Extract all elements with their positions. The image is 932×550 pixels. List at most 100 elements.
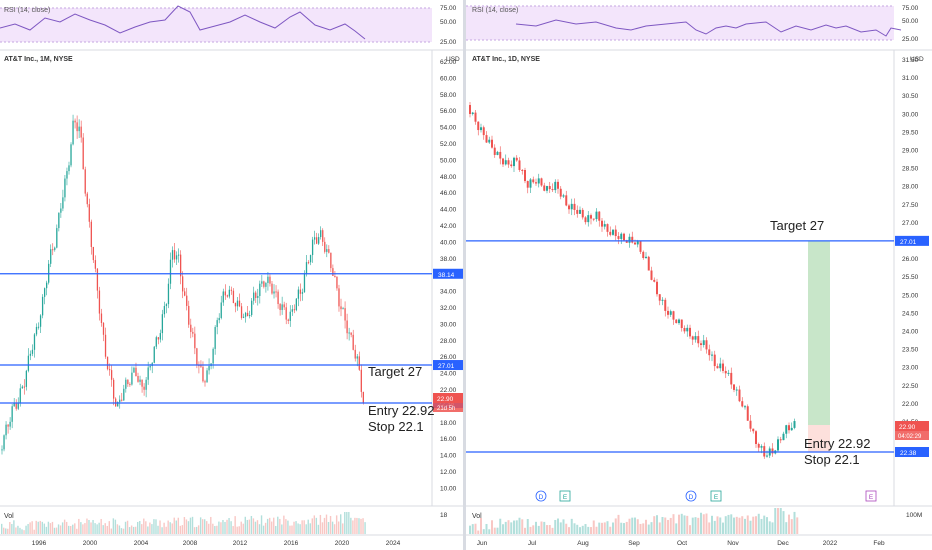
daily-chart-pane[interactable]: RSI (14, close) 75.00 50.00 25.00 AT&T I… (466, 0, 932, 550)
candle-body (719, 363, 722, 369)
candle-body (285, 307, 287, 320)
level-badge (433, 360, 463, 371)
volume-bar (713, 520, 716, 534)
candle-body (165, 304, 168, 307)
candle-body (488, 139, 491, 143)
volume-bar (76, 528, 78, 534)
candle-body (360, 369, 362, 392)
time-tick: Aug (577, 540, 589, 547)
candle-body (23, 386, 25, 388)
candle-body (307, 262, 310, 264)
volume-bar (313, 515, 316, 534)
candle-body (656, 281, 658, 295)
volume-bar (9, 522, 11, 534)
candle-body (62, 197, 64, 209)
volume-bar (603, 522, 606, 534)
rsi-tick-25: 25.00 (902, 36, 919, 43)
candle-body (100, 313, 103, 323)
volume-bar (15, 527, 17, 534)
volume-bar (507, 520, 510, 534)
candle-body (708, 349, 711, 356)
candle-body (222, 291, 224, 303)
candle-body (562, 195, 565, 197)
candle-body (295, 298, 297, 311)
dividend-marker[interactable] (685, 490, 697, 502)
volume-bar (147, 526, 149, 534)
candle-body (5, 424, 7, 436)
candle-body (145, 379, 147, 390)
candle-body (760, 446, 763, 448)
volume-bar (774, 508, 777, 534)
candle-body (639, 241, 642, 252)
annotation-stop: Stop 22.1 (368, 419, 424, 434)
level-lines[interactable]: 27.01 22.38 (466, 235, 929, 457)
volume-bar (33, 529, 35, 534)
price-tick: 27.00 (902, 220, 919, 227)
volume-bar (39, 520, 41, 534)
price-tick: 54.00 (440, 125, 457, 132)
volume-bar (724, 516, 727, 534)
volume-bar (606, 521, 609, 534)
volume-bar (270, 521, 273, 534)
earnings-marker[interactable] (710, 490, 722, 502)
volume-bar (165, 526, 167, 534)
price-tick: 26.00 (440, 354, 457, 361)
level-badge (895, 235, 929, 246)
candle-body (338, 288, 340, 307)
volume-bar (151, 524, 153, 534)
candle-body (104, 334, 107, 357)
time-tick: 2024 (386, 540, 401, 547)
volume-bar (573, 523, 576, 534)
volume-bar (189, 517, 192, 534)
candle-body (230, 289, 233, 291)
candle-body (98, 290, 101, 314)
volume-bar (143, 518, 145, 534)
annotation-stop: Stop 22.1 (804, 452, 860, 467)
last-price-badge (433, 393, 463, 403)
volume-bar (84, 523, 86, 534)
volume-bar (735, 516, 738, 534)
candle-body (647, 256, 650, 271)
volume-bar (779, 508, 782, 534)
volume-bar (258, 524, 261, 534)
time-tick: Sep (628, 540, 640, 547)
candle-body (253, 292, 255, 301)
pane-divider[interactable] (463, 0, 466, 550)
volume-bar (554, 519, 557, 534)
daily-chart-canvas[interactable]: RSI (14, close) 75.00 50.00 25.00 AT&T I… (466, 0, 932, 550)
monthly-chart-canvas[interactable]: RSI (14, close) 75.00 50.00 25.00 AT&T I… (0, 0, 463, 550)
price-tick: 40.00 (440, 239, 457, 246)
price-tick: 42.00 (440, 223, 457, 230)
candle-body (50, 249, 52, 264)
candle-body (358, 356, 360, 370)
volume-bar (175, 520, 177, 534)
countdown-label: 21d 5h (437, 406, 455, 412)
volume-bar (260, 515, 263, 534)
volume-bar (155, 519, 157, 534)
dividend-marker[interactable] (535, 490, 547, 502)
candle-body (68, 165, 70, 172)
earnings-marker[interactable] (865, 490, 877, 502)
volume-bar (647, 524, 650, 534)
monthly-chart-pane[interactable]: RSI (14, close) 75.00 50.00 25.00 AT&T I… (0, 0, 466, 550)
volume-bar (177, 517, 180, 534)
candle-body (716, 366, 719, 369)
price-tick: 25.00 (902, 292, 919, 299)
annotation-entry: Entry 22.92 (368, 403, 435, 418)
level-badge (433, 268, 463, 279)
candle-body (265, 282, 267, 287)
level-badge (895, 447, 929, 457)
volume-bar (238, 526, 240, 534)
candle-body (565, 195, 568, 206)
volume-bar (524, 527, 526, 534)
candle-body (785, 425, 788, 434)
time-axis[interactable]: 1996 2000 2004 2008 2012 2016 2020 2024 (32, 540, 401, 547)
candle-body (287, 319, 289, 321)
time-axis[interactable]: Jun Jul Aug Sep Oct Nov Dec 2022 Feb (477, 540, 885, 547)
volume-bar (360, 518, 362, 534)
earnings-marker[interactable] (559, 490, 571, 502)
volume-bar (57, 524, 60, 534)
volume-bar (364, 522, 366, 534)
volume-bar (768, 521, 771, 534)
